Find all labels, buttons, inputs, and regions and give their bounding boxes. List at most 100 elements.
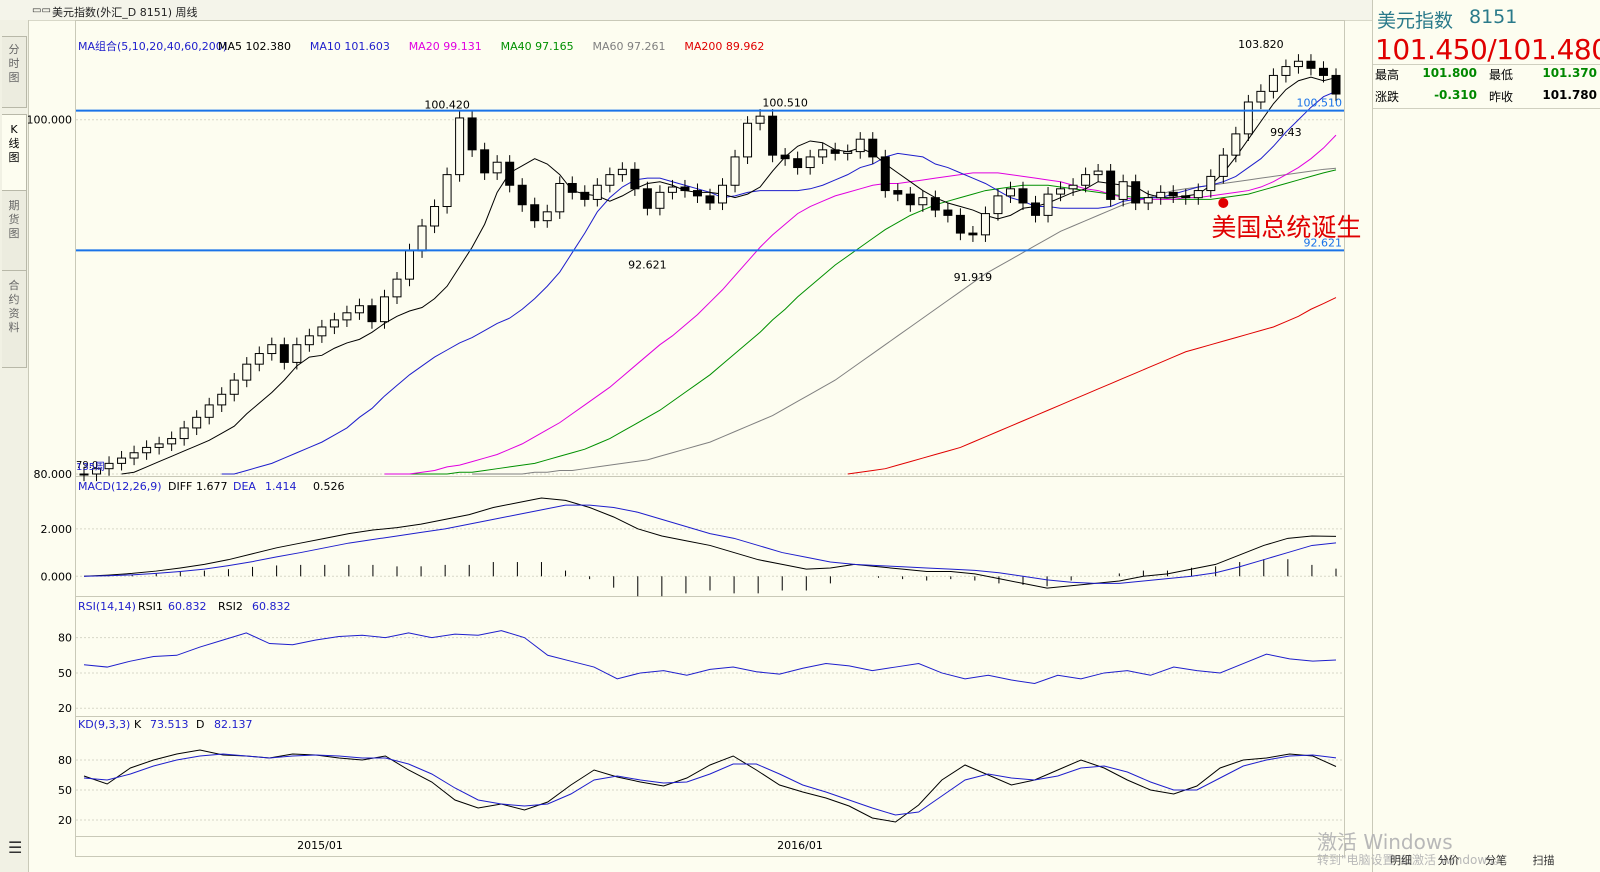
rsi-value: RSI1 [138,600,163,613]
candle-body [455,117,465,176]
pane-frame [75,20,1345,477]
macd-y-tick: 2.000 [41,523,73,536]
candle [667,179,677,200]
candle [993,188,1003,221]
kd-value: D [196,718,204,731]
candle [204,397,214,425]
high-value: 101.800 [1422,66,1477,80]
candle-body [329,319,339,328]
candle [1268,68,1278,99]
candle [968,226,978,242]
diff-line [83,497,1337,589]
candle [1243,94,1253,141]
candle-body [154,443,164,448]
candle-body [480,149,490,174]
candle-body [692,190,702,197]
candle-body [1168,191,1178,197]
candle-body [204,404,214,418]
candle-body [580,191,590,200]
rsi-y-tick: 50 [58,667,72,680]
tab-scan[interactable]: 扫描 [1532,854,1555,867]
candle [655,185,665,216]
tab-contract-info[interactable]: 合约资料 [2,270,27,368]
candle-body [1056,188,1066,195]
tab-detail[interactable]: 明细 [1390,854,1412,867]
candle-body [1031,202,1041,216]
candle-body [317,326,327,337]
window-title: 美元指数(外汇_D 8151) 周线 [52,6,198,19]
candle-body [905,193,915,206]
candle-body [780,154,790,160]
candle-body [893,190,903,195]
candle-body [793,158,803,169]
macd-value: DIFF [168,480,192,493]
candle [129,445,139,466]
peak-label: 103.820 [1238,38,1284,51]
candle [592,178,602,207]
candle [843,144,853,161]
candle-body [880,156,890,192]
tab-futures[interactable]: 期货图 [2,190,27,274]
candle-body [517,184,527,206]
candle-body [104,462,114,470]
ma-legend-item: MA10 101.603 [310,40,390,53]
rsi-y-tick: 80 [58,632,72,645]
tab-timeshare[interactable]: 分时图 [2,36,27,108]
candle [918,190,928,212]
candle-body [442,174,452,208]
candle [317,319,327,343]
candle-body [1018,188,1028,204]
tab-price-dist[interactable]: 分价 [1437,854,1460,867]
candle-body [805,156,815,169]
change-value: -0.310 [1434,88,1477,102]
kd-title: KD(9,3,3) [78,718,130,731]
ma-legend-item: MA60 97.261 [593,40,666,53]
candle [279,337,289,370]
candle [880,149,890,198]
candle [943,202,953,223]
candle [467,110,477,157]
candle-body [417,225,427,252]
candle [417,218,427,258]
candle-body [117,457,127,464]
candle-body [705,195,715,204]
ma60-line [472,167,1337,475]
activation-watermark: 激活 Windows [1317,830,1453,854]
candle-body [142,446,152,454]
candle-body [943,209,953,216]
candle-body [930,197,940,211]
list-icon[interactable]: ☰ [8,838,23,857]
candle-body [768,115,778,156]
macd-value: 1.677 [196,480,228,493]
candle [1018,181,1028,211]
candle-body [918,197,928,206]
annotation-text: 美国总统诞生 [1211,213,1361,242]
candle [1043,187,1053,223]
high-label: 最高 [1375,68,1400,82]
span-label: 135周 [76,461,105,473]
candle-body [993,195,1003,215]
prev-close-label: 昨收 [1489,90,1514,104]
y-tick-label: 100.000 [28,114,72,127]
peak-label: 100.420 [424,98,470,111]
candle [92,461,102,482]
tab-tick[interactable]: 分笔 [1485,854,1507,867]
x-tick-label: 2016/01 [777,839,823,852]
candle [1068,178,1078,196]
candle [480,142,490,180]
candle-body [1143,197,1153,204]
candle-body [430,206,440,227]
ma-legend-item: MA5 102.380 [218,40,291,53]
candle-body [492,161,502,174]
dea-line [83,504,1337,584]
candle-body [818,149,828,158]
d-line [83,753,1337,816]
candle [743,116,753,164]
symbol-code: 8151 [1469,6,1518,28]
candle [292,337,302,370]
peak-label: 99.43 [1270,126,1302,139]
kd-value: 82.137 [214,718,253,731]
candle [505,155,515,193]
candle [1193,183,1203,205]
